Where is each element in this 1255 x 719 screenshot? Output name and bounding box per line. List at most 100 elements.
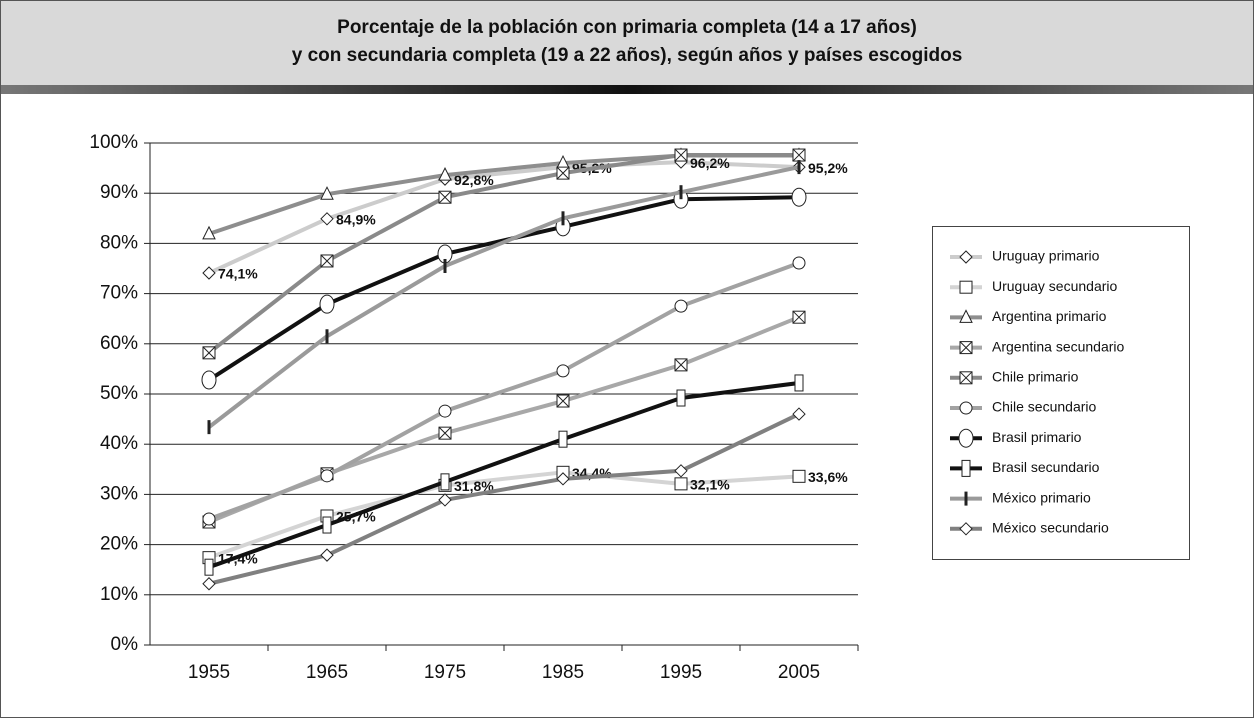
- marker: [961, 459, 971, 477]
- legend-label: México primario: [992, 489, 1091, 505]
- marker: [438, 426, 452, 440]
- marker: [204, 558, 214, 576]
- marker-shape: [958, 428, 974, 448]
- x-tick-label: 2005: [778, 662, 820, 683]
- marker: [202, 512, 216, 526]
- marker: [679, 185, 683, 200]
- marker-shape: [558, 430, 568, 448]
- marker: [202, 225, 216, 240]
- marker-shape: [556, 394, 570, 408]
- marker-shape: [959, 250, 973, 264]
- marker: [320, 548, 334, 562]
- value-label: 74,1%: [218, 266, 258, 282]
- marker-shape: [674, 477, 688, 491]
- marker-shape: [959, 280, 973, 294]
- marker: [676, 389, 686, 407]
- legend-label: Argentina primario: [992, 308, 1107, 324]
- marker: [440, 473, 450, 491]
- marker: [797, 160, 801, 175]
- x-tick-label: 1995: [660, 662, 702, 683]
- value-label: 92,8%: [454, 172, 494, 188]
- marker-shape: [440, 473, 450, 491]
- marker: [959, 280, 973, 294]
- marker: [959, 309, 973, 323]
- marker: [556, 166, 570, 180]
- y-tick-label: 60%: [100, 333, 138, 354]
- marker-shape: [794, 374, 804, 392]
- marker: [792, 256, 806, 270]
- marker-shape: [561, 211, 565, 226]
- marker-shape: [674, 299, 688, 313]
- series-line: [208, 261, 800, 521]
- series-line: [208, 160, 800, 275]
- marker-shape: [792, 469, 806, 483]
- y-tick-label: 0%: [111, 634, 139, 655]
- marker: [201, 370, 217, 390]
- legend-label: Chile primario: [992, 369, 1079, 385]
- marker-shape: [959, 371, 973, 385]
- marker-shape: [320, 186, 334, 200]
- marker-shape: [791, 187, 807, 207]
- marker: [320, 469, 334, 483]
- marker-shape: [959, 341, 973, 354]
- marker: [319, 294, 335, 314]
- value-label: 96,2%: [690, 155, 730, 171]
- title-strip: [1, 85, 1253, 94]
- y-tick-label: 40%: [100, 433, 138, 454]
- marker: [322, 516, 332, 534]
- marker: [964, 491, 968, 506]
- marker-shape: [959, 401, 973, 415]
- marker-shape: [207, 420, 211, 435]
- marker: [674, 299, 688, 313]
- value-label: 32,1%: [690, 477, 730, 493]
- legend-label: Uruguay primario: [992, 248, 1100, 264]
- marker-shape: [201, 370, 217, 390]
- marker: [674, 464, 688, 478]
- marker-shape: [959, 309, 973, 323]
- marker-shape: [438, 190, 452, 204]
- marker: [674, 477, 688, 491]
- y-tick-label: 30%: [100, 483, 138, 504]
- marker-shape: [556, 166, 570, 180]
- marker-shape: [202, 512, 216, 526]
- legend-box: [932, 226, 1190, 560]
- chart-title: Porcentaje de la población con primaria …: [337, 17, 917, 38]
- value-label: 31,8%: [454, 478, 494, 494]
- marker-shape: [202, 577, 216, 591]
- marker: [792, 469, 806, 483]
- marker: [959, 371, 973, 385]
- marker: [959, 401, 973, 415]
- marker: [556, 394, 570, 408]
- value-label: 33,6%: [808, 469, 848, 485]
- marker: [202, 346, 216, 360]
- marker-shape: [961, 459, 971, 477]
- marker-shape: [674, 464, 688, 478]
- legend-label: México secundario: [992, 520, 1109, 536]
- marker-shape: [438, 167, 452, 181]
- marker: [320, 186, 334, 200]
- marker-shape: [320, 548, 334, 562]
- marker-shape: [202, 346, 216, 360]
- marker: [959, 250, 973, 264]
- series-line: [207, 165, 800, 429]
- x-tick-label: 1975: [424, 662, 466, 683]
- marker: [556, 364, 570, 378]
- y-tick-label: 50%: [100, 383, 138, 404]
- x-tick-label: 1985: [542, 662, 584, 683]
- value-label: 95,2%: [808, 160, 848, 176]
- legend-label: Argentina secundario: [992, 338, 1125, 354]
- marker: [438, 190, 452, 204]
- marker-shape: [202, 225, 216, 240]
- marker: [792, 148, 806, 162]
- marker-shape: [438, 493, 452, 507]
- y-tick-label: 80%: [100, 232, 138, 253]
- marker-shape: [674, 358, 688, 372]
- marker: [320, 212, 334, 226]
- y-tick-label: 100%: [89, 132, 138, 153]
- marker-shape: [443, 258, 447, 273]
- marker-shape: [679, 185, 683, 200]
- marker-shape: [792, 148, 806, 162]
- marker-shape: [319, 294, 335, 314]
- marker-shape: [964, 491, 968, 506]
